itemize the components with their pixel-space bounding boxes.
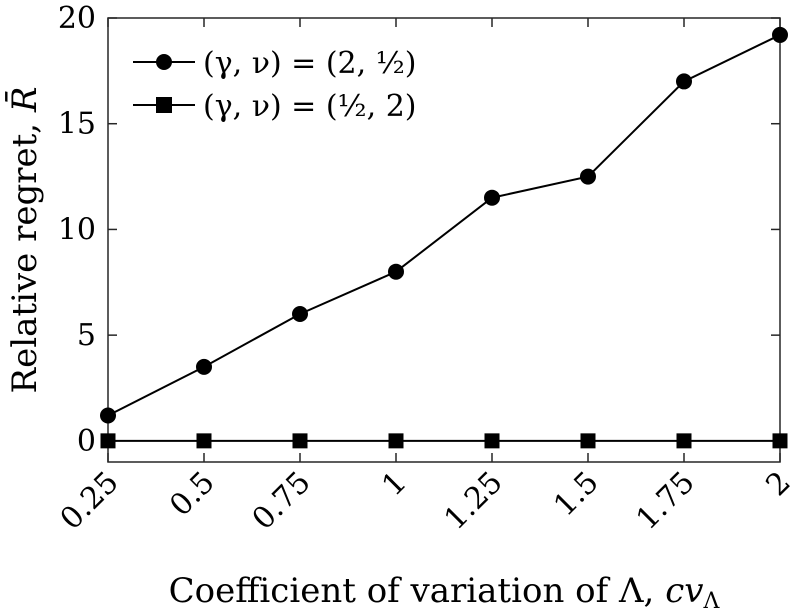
legend-marker-circle xyxy=(156,54,172,70)
data-point-series-1 xyxy=(292,306,308,322)
data-point-series-1 xyxy=(100,407,116,424)
data-point-series-2 xyxy=(676,433,692,449)
data-point-series-2 xyxy=(772,433,788,449)
data-point-series-2 xyxy=(580,433,596,449)
legend-label-series-1: (γ, ν) = (2, ½) xyxy=(203,46,417,81)
data-point-series-1 xyxy=(580,168,596,185)
legend: (γ, ν) = (2, ½) (γ, ν) = (½, 2) xyxy=(133,46,417,124)
series-line-1 xyxy=(107,34,781,417)
data-point-series-1 xyxy=(484,189,500,206)
y-tick-label: 10 xyxy=(58,212,96,247)
data-point-series-1 xyxy=(676,73,692,90)
x-tick-label: 1 xyxy=(375,465,413,503)
x-axis-ticks: 0.25 0.5 0.75 1 1.25 1.5 1.75 2 xyxy=(54,18,798,537)
legend-item-series-2: (γ, ν) = (½, 2) xyxy=(133,89,417,124)
x-axis-title: Coefficient of variation of Λ, cvΛ xyxy=(169,571,721,614)
x-tick-label: 1.5 xyxy=(547,465,605,523)
legend-label-series-2: (γ, ν) = (½, 2) xyxy=(203,89,417,124)
x-tick-label: 2 xyxy=(759,465,797,503)
x-tick-label: 1.25 xyxy=(438,465,510,537)
series-layer xyxy=(100,26,788,449)
plot-area-frame xyxy=(107,17,781,463)
x-tick-label: 1.75 xyxy=(630,465,702,537)
x-tick-label: 0.75 xyxy=(246,465,318,537)
data-point-series-1 xyxy=(196,358,212,375)
data-point-series-2 xyxy=(100,433,116,449)
legend-item-series-1: (γ, ν) = (2, ½) xyxy=(133,46,417,81)
data-point-series-2 xyxy=(388,433,404,449)
y-axis-title: Relative regret, R̄ xyxy=(4,87,45,394)
legend-marker-square xyxy=(156,97,172,113)
x-tick-label: 0.5 xyxy=(163,465,221,523)
y-tick-label: 0 xyxy=(77,424,96,459)
data-point-series-1 xyxy=(772,26,788,43)
y-axis-ticks: 0 5 10 15 20 xyxy=(58,1,780,459)
data-point-series-2 xyxy=(484,433,500,449)
x-tick-label: 0.25 xyxy=(54,465,126,537)
data-point-series-2 xyxy=(196,433,212,449)
y-tick-label: 20 xyxy=(58,1,96,36)
y-tick-label: 15 xyxy=(58,107,96,142)
data-point-series-1 xyxy=(388,263,404,280)
y-tick-label: 5 xyxy=(77,318,96,353)
data-point-series-2 xyxy=(292,433,308,449)
